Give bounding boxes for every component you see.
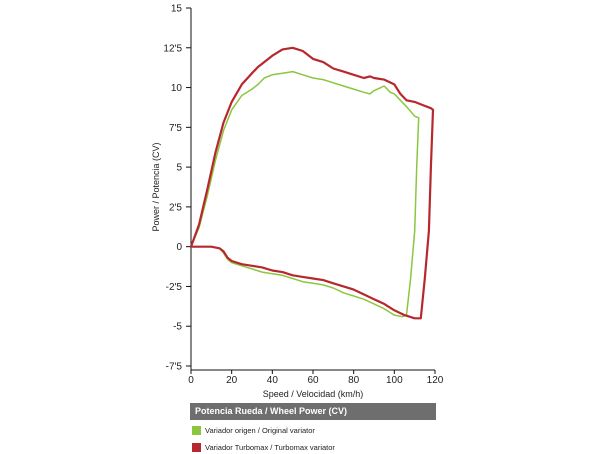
y-axis-label: Power / Potencia (CV) [151, 142, 161, 231]
x-tick-label: 40 [267, 375, 279, 386]
x-tick-label: 0 [188, 375, 194, 386]
legend-label-turbomax: Variador Turbomax / Turbomax variator [205, 442, 335, 452]
x-axis-ticks: 0 20 40 60 80 100 120 [188, 370, 444, 386]
y-tick-label: 10 [171, 83, 183, 94]
y-tick-label: -5 [173, 322, 182, 333]
x-tick-label: 20 [226, 375, 238, 386]
y-tick-label: 12'5 [163, 43, 182, 54]
y-tick-label: -2'5 [166, 282, 183, 293]
y-tick-label: 5 [176, 163, 182, 174]
legend-item-original: Variador origen / Original variator [190, 423, 436, 437]
y-axis-ticks: 15 12'5 10 7'5 5 2'5 0 -2'5 -5 -7'5 [163, 4, 191, 373]
legend-swatch-turbomax [192, 442, 201, 452]
legend: Potencia Rueda / Wheel Power (CV) Variad… [190, 403, 436, 454]
x-tick-label: 100 [386, 375, 403, 386]
legend-swatch-original [192, 425, 201, 435]
series-turbomax-variator [189, 46, 435, 320]
y-tick-label: 7'5 [169, 123, 182, 134]
legend-item-turbomax: Variador Turbomax / Turbomax variator [190, 440, 436, 454]
legend-title: Potencia Rueda / Wheel Power (CV) [190, 403, 436, 420]
x-tick-label: 60 [307, 375, 319, 386]
x-tick-label: 120 [427, 375, 444, 386]
x-axis-label: Speed / Velocidad (km/h) [263, 389, 364, 399]
y-tick-label: 15 [171, 4, 183, 15]
y-tick-label: 0 [176, 242, 182, 253]
y-tick-label: -7'5 [166, 362, 183, 373]
legend-label-original: Variador origen / Original variator [205, 425, 315, 435]
series-original-variator [190, 70, 420, 318]
y-tick-label: 2'5 [169, 202, 182, 213]
series-layer [189, 46, 435, 320]
x-tick-label: 80 [348, 375, 360, 386]
